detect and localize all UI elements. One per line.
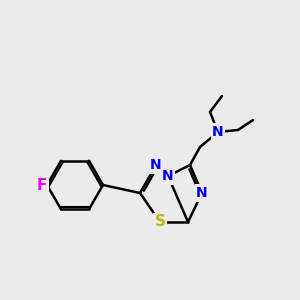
Text: N: N [162,169,174,183]
Text: S: S [154,214,166,230]
Text: N: N [150,158,162,172]
Text: N: N [212,125,224,139]
Text: N: N [196,186,208,200]
Text: F: F [37,178,47,193]
